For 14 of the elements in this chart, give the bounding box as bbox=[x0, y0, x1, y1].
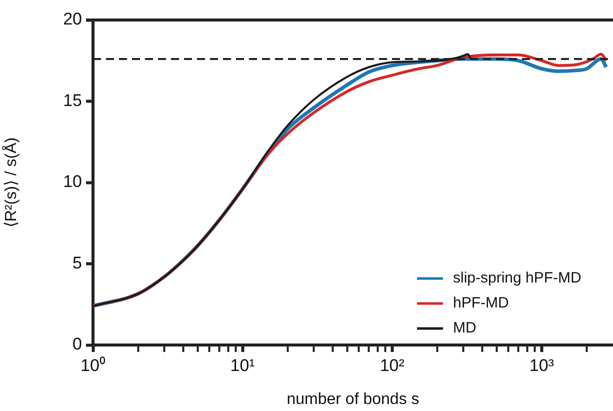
x-tick-label: 10¹ bbox=[230, 356, 256, 375]
y-tick-label: 5 bbox=[72, 253, 82, 272]
legend-label: slip-spring hPF-MD bbox=[453, 270, 582, 287]
x-tick-label: 10³ bbox=[529, 356, 554, 375]
y-tick-label: 15 bbox=[63, 90, 82, 110]
y-axis-title: ⟨R²(s)⟩ / s(Å) bbox=[2, 137, 20, 228]
x-tick-label: 10² bbox=[380, 356, 405, 375]
legend-label: MD bbox=[453, 320, 476, 337]
x-tick-label: 10⁰ bbox=[80, 356, 106, 375]
y-tick-label: 20 bbox=[63, 10, 82, 29]
legend-label: hPF-MD bbox=[453, 294, 509, 312]
y-tick-label: 10 bbox=[63, 172, 82, 192]
y-tick-label: 0 bbox=[72, 334, 82, 354]
x-axis-title: number of bonds s bbox=[286, 390, 420, 408]
